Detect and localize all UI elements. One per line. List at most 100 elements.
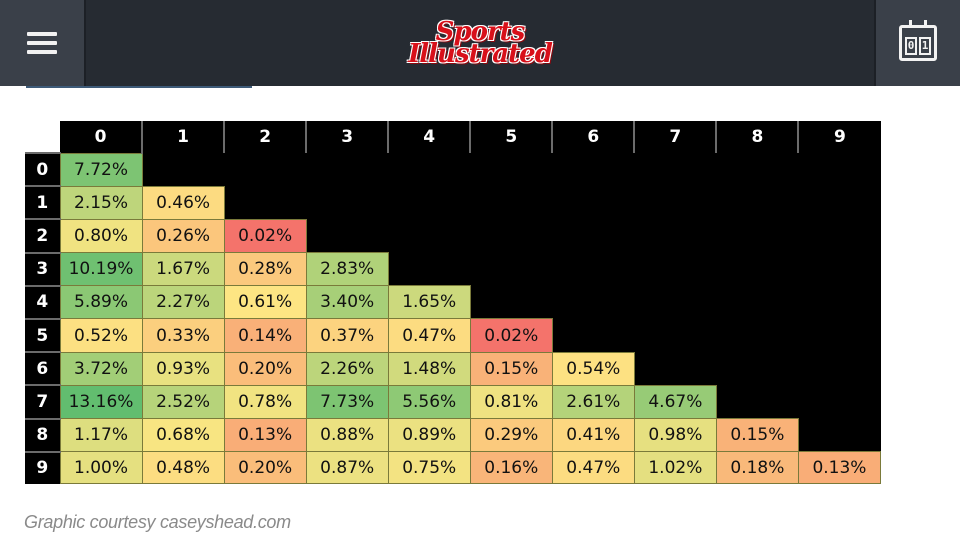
probability-cell: 13.16% <box>59 384 143 420</box>
probability-cell: 0.29% <box>469 417 553 453</box>
column-header: 2 <box>223 121 307 153</box>
grid-row: 3 10.19% 1.67% 0.28% 2.83% <box>25 251 881 287</box>
probability-cell: 3.72% <box>59 351 143 386</box>
empty-cell <box>470 153 553 187</box>
empty-cell <box>716 153 799 187</box>
probability-cell: 0.28% <box>223 252 307 287</box>
probability-cell: 1.02% <box>633 451 717 484</box>
empty-cell <box>552 153 635 187</box>
probability-cell: 0.37% <box>305 318 389 353</box>
grid-row: 9 1.00% 0.48% 0.20% 0.87% 0.75% 0.16% 0.47% 1.02… <box>25 450 882 484</box>
empty-cell <box>716 219 799 253</box>
empty-cell <box>798 385 881 419</box>
empty-cell <box>716 186 799 220</box>
row-header: 6 <box>25 351 60 386</box>
probability-cell: 2.61% <box>551 384 635 420</box>
column-header: 1 <box>141 121 225 153</box>
empty-cell <box>634 318 717 353</box>
menu-button[interactable] <box>0 0 86 86</box>
grid-row: 7 13.16% 2.52% 0.78% 7.73% 5.56% 0.81% 2.61% 4.6… <box>25 384 881 420</box>
probability-cell: 0.81% <box>469 384 553 420</box>
probability-cell: 0.80% <box>59 218 143 254</box>
probability-cell: 0.15% <box>715 417 799 453</box>
empty-cell <box>798 186 881 220</box>
probability-cell: 0.20% <box>223 451 307 484</box>
empty-cell <box>388 186 471 220</box>
scores-button[interactable]: 0 1 <box>874 0 960 86</box>
grid-row: 8 1.17% 0.68% 0.13% 0.88% 0.89% 0.29% 0.41% 0.98… <box>25 417 881 453</box>
empty-cell <box>552 219 635 253</box>
probability-cell: 2.83% <box>305 252 389 287</box>
probability-cell: 0.52% <box>59 318 143 353</box>
probability-cell: 0.61% <box>223 285 307 320</box>
column-header: 5 <box>469 121 553 153</box>
empty-cell <box>634 186 717 220</box>
row-header: 0 <box>25 151 60 187</box>
top-navigation-bar: Sports Illustrated 0 1 <box>0 0 960 86</box>
empty-cell <box>224 153 307 187</box>
probability-cell: 4.67% <box>633 384 717 420</box>
empty-cell <box>798 153 881 187</box>
scoreboard-digit: 1 <box>919 37 931 55</box>
empty-cell <box>306 153 389 187</box>
grid-row: 6 3.72% 0.93% 0.20% 2.26% 1.48% 0.15% 0.54% <box>25 351 881 386</box>
empty-cell <box>552 285 635 319</box>
header-accent-line <box>26 86 252 88</box>
empty-cell <box>798 352 881 386</box>
empty-cell <box>634 252 717 286</box>
probability-cell: 7.72% <box>59 152 143 187</box>
probability-cell: 1.48% <box>387 351 471 386</box>
row-header: 5 <box>25 317 60 353</box>
empty-cell <box>142 153 225 187</box>
empty-cell <box>798 219 881 253</box>
row-header: 9 <box>25 450 60 484</box>
empty-cell <box>224 186 307 220</box>
probability-cell: 0.75% <box>387 451 471 484</box>
column-header: 9 <box>797 121 881 153</box>
empty-cell <box>306 219 389 253</box>
empty-cell <box>388 153 471 187</box>
probability-cell: 0.68% <box>141 417 225 453</box>
column-header: 7 <box>633 121 717 153</box>
probability-cell: 2.27% <box>141 285 225 320</box>
grid-row: 1 2.15% 0.46% <box>25 185 881 220</box>
probability-cell: 0.88% <box>305 417 389 453</box>
empty-cell <box>798 252 881 286</box>
empty-cell <box>634 153 717 187</box>
probability-cell: 7.73% <box>305 384 389 420</box>
probability-cell: 0.87% <box>305 451 389 484</box>
probability-cell: 0.18% <box>715 451 799 484</box>
row-header: 7 <box>25 384 60 419</box>
probability-cell: 0.33% <box>141 318 225 353</box>
row-header: 8 <box>25 417 60 452</box>
empty-cell <box>716 352 799 386</box>
column-header: 6 <box>551 121 635 153</box>
empty-cell <box>716 285 799 319</box>
grid-row: 4 5.89% 2.27% 0.61% 3.40% 1.65% <box>25 284 881 320</box>
probability-cell: 2.52% <box>141 384 225 420</box>
grid-corner <box>25 121 60 153</box>
sports-illustrated-logo[interactable]: Sports Illustrated <box>408 19 553 67</box>
scoreboard-icon: 0 1 <box>899 20 937 61</box>
empty-cell <box>306 186 389 220</box>
probability-cell: 0.02% <box>223 218 307 254</box>
probability-cell: 0.14% <box>223 318 307 353</box>
probability-cell: 0.46% <box>141 185 225 220</box>
probability-cell: 0.26% <box>141 218 225 254</box>
empty-cell <box>552 186 635 220</box>
probability-cell: 5.56% <box>387 384 471 420</box>
probability-cell: 0.78% <box>223 384 307 420</box>
column-header: 3 <box>305 121 389 153</box>
probability-cell: 0.47% <box>551 451 635 484</box>
probability-cell: 1.00% <box>59 451 143 484</box>
probability-cell: 0.16% <box>469 451 553 484</box>
empty-cell <box>634 285 717 319</box>
probability-cell: 0.54% <box>551 351 635 386</box>
hamburger-menu-icon <box>27 32 57 54</box>
row-header: 1 <box>25 185 60 220</box>
probability-cell: 3.40% <box>305 285 389 320</box>
empty-cell <box>470 186 553 220</box>
empty-cell <box>388 219 471 253</box>
